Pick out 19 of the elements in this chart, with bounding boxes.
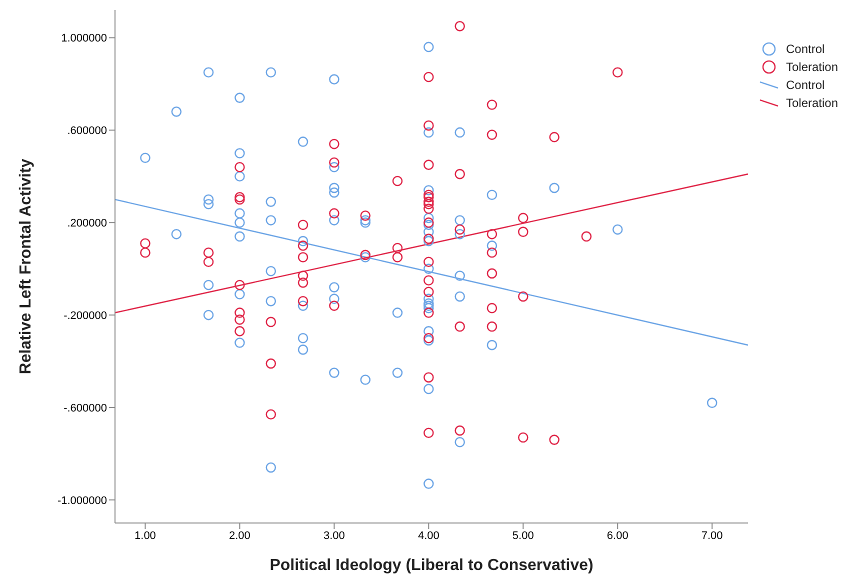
x-tick-label: 4.00: [418, 530, 440, 542]
y-tick-label: -.600000: [64, 402, 107, 414]
x-tick-label: 2.00: [229, 530, 250, 542]
x-tick-label: 6.00: [606, 530, 628, 542]
legend-label: Control: [786, 77, 825, 94]
x-tick-label: 7.00: [701, 530, 723, 542]
y-tick-label: -.200000: [64, 310, 107, 322]
x-tick-label: 1.00: [134, 530, 156, 542]
y-tick-label: .600000: [67, 125, 107, 138]
legend-label: Toleration: [786, 95, 838, 112]
y-tick-label: -1.000000: [57, 494, 107, 507]
legend-label: Control: [786, 41, 825, 58]
y-axis-title: Relative Left Frontal Activity: [18, 158, 35, 374]
legend-label: Toleration: [786, 59, 838, 76]
x-tick-label: 3.00: [323, 530, 345, 542]
y-tick-label: 1.000000: [61, 32, 107, 45]
x-tick-label: 5.00: [512, 530, 534, 542]
y-tick-label: .200000: [67, 218, 107, 230]
x-axis-title: Political Ideology (Liberal to Conservative): [270, 557, 594, 574]
